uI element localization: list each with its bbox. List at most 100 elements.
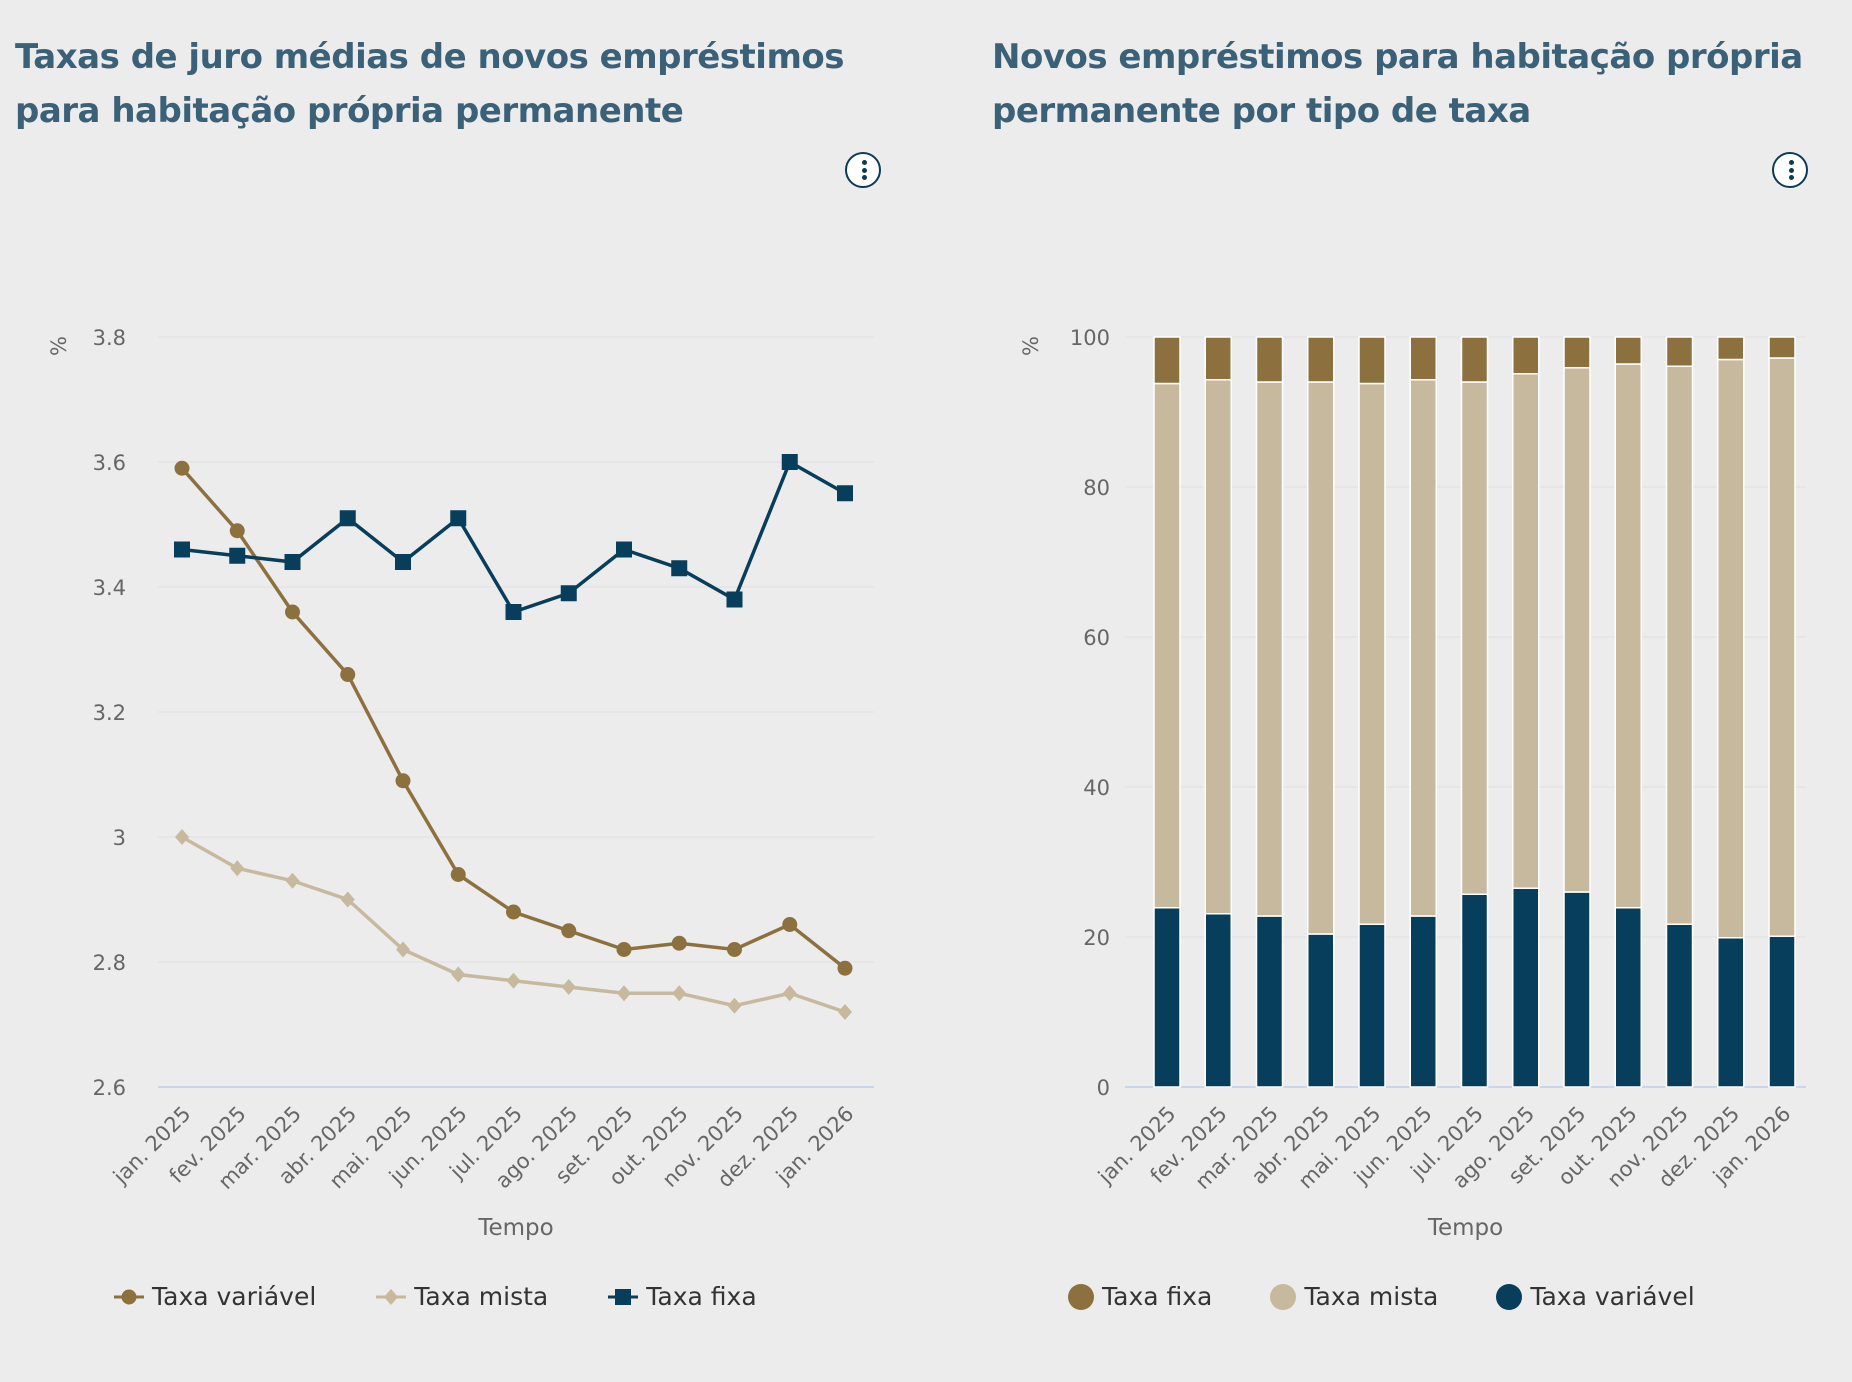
y-tick-label: 2.8: [93, 951, 126, 975]
bar-segment-taxa-variável: [1717, 937, 1745, 1088]
vertical-dots-icon[interactable]: [1772, 152, 1808, 188]
legend-item[interactable]: Taxa mista: [1270, 1282, 1438, 1311]
legend-label: Taxa mista: [1304, 1282, 1439, 1311]
bar-segment-taxa-variável: [1614, 907, 1642, 1088]
y-tick-label: 3.8: [93, 326, 126, 350]
legend-symbol: [114, 1289, 144, 1304]
data-point: [671, 935, 687, 951]
data-point: [616, 942, 632, 957]
bar-segment-taxa-variável: [1307, 933, 1335, 1088]
legend-item[interactable]: Taxa variável: [112, 1282, 316, 1311]
y-tick-label: 2.6: [93, 1076, 126, 1100]
vertical-dots-icon[interactable]: [845, 152, 881, 188]
legend-label: Taxa variável: [1530, 1282, 1695, 1311]
data-point: [506, 972, 521, 989]
y-axis-label: %: [1019, 336, 1043, 356]
data-point: [727, 997, 742, 1014]
data-point: [284, 554, 301, 570]
legend-item[interactable]: Taxa variável: [1496, 1282, 1695, 1311]
bar-segment-taxa-fixa: [1614, 336, 1642, 365]
legend-symbol: [608, 1288, 639, 1305]
legend-marker: [615, 1288, 632, 1305]
series-taxa-mista: [175, 829, 852, 1020]
y-tick-label: 60: [1083, 626, 1110, 650]
bar-segment-taxa-variável: [1358, 923, 1386, 1088]
data-point: [781, 454, 798, 470]
y-tick-label: 3: [113, 826, 126, 850]
data-point: [616, 541, 632, 558]
data-point: [229, 523, 245, 539]
legend-symbol: [376, 1288, 407, 1305]
bar-segment-taxa-mista: [1460, 381, 1489, 895]
bar-segment-taxa-mista: [1665, 365, 1694, 925]
bar-segment-taxa-mista: [1255, 381, 1284, 917]
bar-segment-taxa-mista: [1358, 382, 1386, 925]
data-point: [451, 966, 466, 983]
y-tick-label: 40: [1083, 776, 1110, 800]
data-point: [340, 667, 356, 682]
data-point: [560, 585, 577, 602]
bar-segment-taxa-fixa: [1512, 336, 1540, 375]
legend-label: Taxa fixa: [646, 1282, 757, 1311]
data-point: [285, 604, 300, 620]
legend-marker: [1068, 1283, 1094, 1310]
legend-item[interactable]: Taxa mista: [374, 1282, 548, 1311]
legend-label: Taxa mista: [414, 1282, 549, 1311]
data-point: [340, 891, 355, 908]
bar-segment-taxa-fixa: [1307, 336, 1335, 383]
data-point: [285, 872, 300, 889]
bar-segment-taxa-fixa: [1409, 336, 1437, 381]
bar-segment-taxa-fixa: [1153, 336, 1181, 385]
legend-symbol: [1068, 1283, 1094, 1310]
data-point: [450, 510, 467, 527]
bar-segment-taxa-variável: [1153, 907, 1181, 1088]
bar-segment-taxa-fixa: [1204, 336, 1232, 381]
y-tick-label: 80: [1083, 476, 1110, 500]
y-tick-label: 3.4: [93, 576, 126, 600]
data-point: [505, 604, 522, 620]
data-point: [395, 554, 411, 570]
y-tick-label: 20: [1083, 926, 1110, 950]
bar-segment-taxa-mista: [1717, 358, 1745, 939]
bar-chart-panel: Novos empréstimos para habitação própria…: [978, 0, 1852, 1382]
y-tick-label: 3.2: [93, 701, 126, 725]
series-taxa-variável: [174, 460, 853, 976]
data-point: [175, 829, 189, 845]
legend-item[interactable]: Taxa fixa: [606, 1282, 757, 1311]
legend-item[interactable]: Taxa fixa: [1068, 1282, 1212, 1311]
bar-segment-taxa-variável: [1563, 891, 1591, 1088]
bar-segment-taxa-mista: [1307, 381, 1335, 935]
bar-segment-taxa-variável: [1665, 923, 1694, 1088]
bar-segment-taxa-fixa: [1665, 336, 1694, 367]
bar-segment-taxa-variável: [1409, 915, 1437, 1088]
legend-label: Taxa fixa: [1102, 1282, 1213, 1311]
bar-segment-taxa-fixa: [1460, 336, 1489, 383]
data-point: [395, 773, 411, 789]
data-point: [838, 1004, 852, 1020]
bar-segment-taxa-variável: [1255, 915, 1284, 1088]
legend-marker: [1270, 1283, 1297, 1310]
y-tick-label: 100: [1070, 326, 1110, 350]
y-tick-label: 0: [1097, 1076, 1110, 1100]
data-point: [671, 560, 688, 577]
bar-segment-taxa-variável: [1204, 913, 1232, 1088]
bar-segment-taxa-mista: [1614, 363, 1642, 909]
legend-marker: [1496, 1283, 1523, 1310]
data-point: [726, 591, 743, 608]
data-point: [561, 923, 577, 939]
data-point: [396, 941, 410, 958]
bar-segment-taxa-mista: [1563, 367, 1591, 893]
bar-segment-taxa-mista: [1768, 357, 1796, 937]
bar-segment-taxa-variável: [1460, 893, 1489, 1088]
line-chart-legend: Taxa variável Taxa mista Taxa fixa: [112, 1282, 815, 1311]
series-taxa-fixa: [174, 454, 853, 620]
bar-segment-taxa-variável: [1512, 887, 1540, 1088]
data-point: [837, 485, 853, 502]
data-point: [339, 510, 356, 527]
line-chart-title: Taxas de juro médias de novos empréstimo…: [15, 37, 844, 131]
data-point: [782, 985, 797, 1002]
data-point: [672, 985, 687, 1002]
data-point: [450, 867, 466, 882]
bar-segment-taxa-mista: [1204, 379, 1232, 915]
